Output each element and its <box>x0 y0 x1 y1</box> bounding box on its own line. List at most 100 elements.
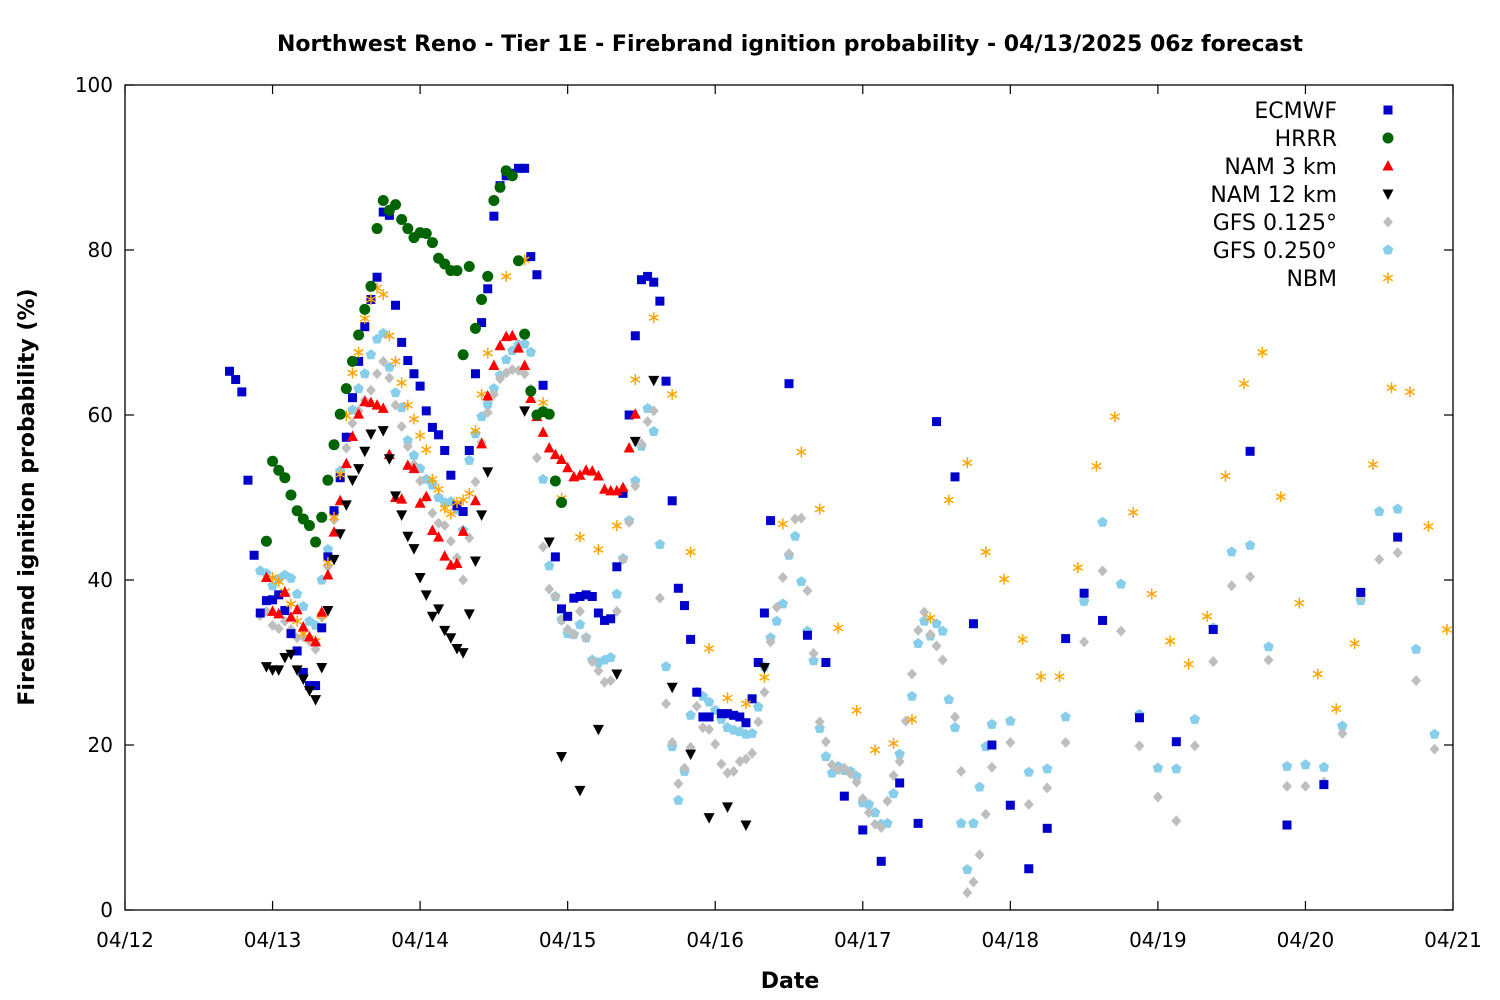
legend-item: NBM <box>1286 267 1394 292</box>
data-point <box>611 605 622 617</box>
data-point <box>372 272 382 282</box>
data-point <box>1282 820 1292 830</box>
data-point <box>519 406 531 417</box>
star-stroke <box>464 489 475 497</box>
data-point <box>341 432 351 442</box>
data-point <box>292 646 302 656</box>
data-point <box>630 331 640 341</box>
data-point <box>1005 737 1016 749</box>
data-point <box>827 759 838 771</box>
data-point <box>384 330 395 342</box>
data-point <box>1220 470 1231 482</box>
data-point <box>402 440 413 452</box>
data-point <box>414 430 426 442</box>
star-stroke <box>1382 274 1394 282</box>
data-point <box>735 712 745 722</box>
data-point <box>1331 703 1342 715</box>
data-point <box>716 709 726 719</box>
data-point <box>630 374 641 386</box>
star-stroke <box>1183 660 1194 668</box>
data-point <box>839 791 849 801</box>
data-point <box>1005 800 1015 810</box>
data-point <box>340 383 352 395</box>
data-point <box>987 740 997 750</box>
data-point <box>1244 539 1256 550</box>
data-point <box>231 375 241 385</box>
data-point <box>1410 643 1422 654</box>
data-point <box>1079 636 1090 648</box>
data-point <box>771 615 782 626</box>
data-point <box>519 328 531 340</box>
data-point <box>285 598 297 610</box>
legend-item: ECMWF <box>1254 99 1393 124</box>
data-point <box>648 426 659 436</box>
data-point <box>273 464 285 476</box>
data-point <box>525 346 537 357</box>
star-stroke <box>402 401 413 409</box>
star-stroke <box>439 504 450 512</box>
data-point <box>888 737 899 749</box>
data-point <box>1226 580 1237 592</box>
data-point <box>882 795 893 807</box>
data-point <box>377 195 389 206</box>
data-point <box>335 468 346 480</box>
data-point <box>765 636 776 648</box>
data-point <box>703 813 715 824</box>
data-point <box>592 724 604 736</box>
data-point <box>611 588 623 599</box>
star-stroke <box>378 291 389 298</box>
data-point <box>919 606 930 618</box>
data-point <box>267 605 279 616</box>
x-tick-label: 04/15 <box>539 928 597 952</box>
data-point <box>974 781 985 792</box>
data-point <box>882 817 893 828</box>
data-point <box>912 638 924 648</box>
data-point <box>365 396 377 408</box>
data-point <box>771 601 782 613</box>
data-point <box>820 751 832 761</box>
data-point <box>642 416 653 428</box>
data-point <box>414 573 426 584</box>
data-point <box>360 322 370 332</box>
axis-tick-labels: 0 20 40 60 80 100 04/12 04/13 04/14 04/15 04/16 04/… <box>75 73 1482 952</box>
data-point <box>1078 595 1090 606</box>
data-point <box>1165 635 1176 647</box>
data-point <box>482 407 493 419</box>
data-point <box>255 608 265 618</box>
data-point <box>1097 516 1108 527</box>
star-stroke <box>722 694 733 702</box>
data-point <box>322 543 334 554</box>
data-point <box>784 548 794 560</box>
data-point <box>968 619 978 629</box>
star-stroke <box>611 522 623 529</box>
data-point <box>980 808 991 820</box>
data-point <box>937 654 948 666</box>
data-point <box>273 665 285 676</box>
data-point <box>747 694 757 704</box>
star-stroke <box>962 459 973 467</box>
data-point <box>710 738 721 750</box>
star-stroke <box>943 496 955 504</box>
data-point <box>857 793 868 805</box>
data-point <box>600 615 610 625</box>
data-point <box>728 765 739 777</box>
data-point <box>260 571 272 583</box>
data-point <box>685 709 696 720</box>
data-point <box>273 576 284 588</box>
data-point <box>316 511 328 523</box>
data-point <box>310 643 321 655</box>
data-point <box>673 794 684 805</box>
data-point <box>618 553 628 565</box>
star-stroke <box>1091 462 1102 470</box>
data-point <box>1134 713 1144 723</box>
data-point <box>512 342 524 353</box>
data-point <box>267 580 278 591</box>
data-point <box>408 413 420 425</box>
data-point <box>225 366 235 376</box>
data-point <box>1429 728 1440 739</box>
star-stroke <box>851 706 862 714</box>
data-point <box>1337 720 1348 731</box>
data-point <box>986 718 998 729</box>
data-point <box>378 355 389 367</box>
legend-label: GFS 0.250° <box>1213 239 1337 264</box>
